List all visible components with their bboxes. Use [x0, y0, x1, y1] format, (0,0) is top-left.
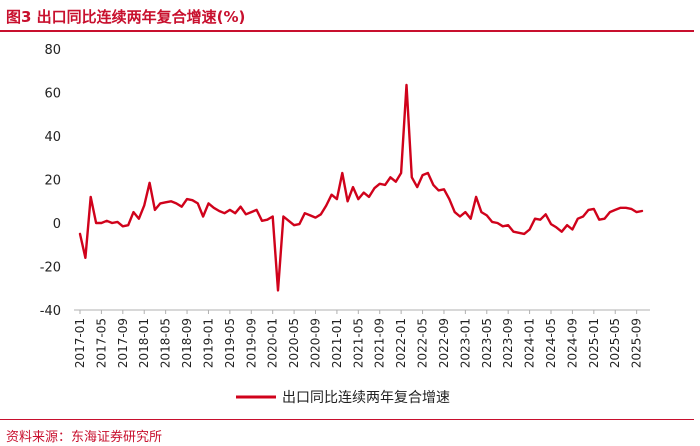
x-tick-label: 2018-09: [180, 318, 194, 368]
x-tick-label: 2017-01: [73, 318, 87, 368]
x-tick-label: 2025-05: [608, 318, 622, 368]
x-tick-label: 2021-09: [373, 318, 387, 368]
x-tick-label: 2017-05: [94, 318, 108, 368]
x-tick-label: 2019-09: [244, 318, 258, 368]
x-tick-label: 2022-09: [437, 318, 451, 368]
y-tick-label: -20: [40, 261, 61, 276]
y-tick-label: -40: [40, 304, 61, 319]
x-tick-label: 2019-05: [223, 318, 237, 368]
y-tick-label: 60: [44, 87, 61, 102]
x-tick-label: 2025-01: [587, 318, 601, 368]
x-tick-label: 2018-01: [137, 318, 151, 368]
x-tick-label: 2022-01: [394, 318, 408, 368]
x-tick-label: 2024-09: [565, 318, 579, 368]
title-divider: [0, 30, 694, 32]
x-tick-label: 2021-05: [351, 318, 365, 368]
x-tick-label: 2024-01: [523, 318, 537, 368]
series-line: [78, 83, 644, 292]
legend-label: 出口同比连续两年复合增速: [282, 389, 450, 406]
x-tick-label: 2023-09: [501, 318, 515, 368]
x-tick-label: 2018-05: [159, 318, 173, 368]
x-tick-label: 2024-05: [544, 318, 558, 368]
footer-divider: [0, 419, 694, 420]
figure-header: 图3 出口同比连续两年复合增速(%): [0, 0, 700, 30]
y-tick-label: 20: [44, 174, 61, 189]
x-tick-label: 2017-09: [116, 318, 130, 368]
x-tick-label: 2022-05: [416, 318, 430, 368]
figure-title: 图3 出口同比连续两年复合增速(%): [6, 8, 246, 26]
y-tick-label: 0: [53, 217, 61, 232]
x-tick-label: 2019-01: [201, 318, 215, 368]
x-tick-label: 2023-01: [458, 318, 472, 368]
x-tick-label: 2020-05: [287, 318, 301, 368]
x-tick-label: 2023-05: [480, 318, 494, 368]
y-tick-label: 40: [44, 130, 61, 145]
source-note: 资料来源：东海证券研究所: [6, 430, 163, 445]
y-tick-label: 80: [44, 43, 61, 58]
x-tick-label: 2025-09: [630, 318, 644, 368]
x-tick-label: 2021-01: [330, 318, 344, 368]
x-tick-label: 2020-01: [266, 318, 280, 368]
x-tick-label: 2020-09: [309, 318, 323, 368]
